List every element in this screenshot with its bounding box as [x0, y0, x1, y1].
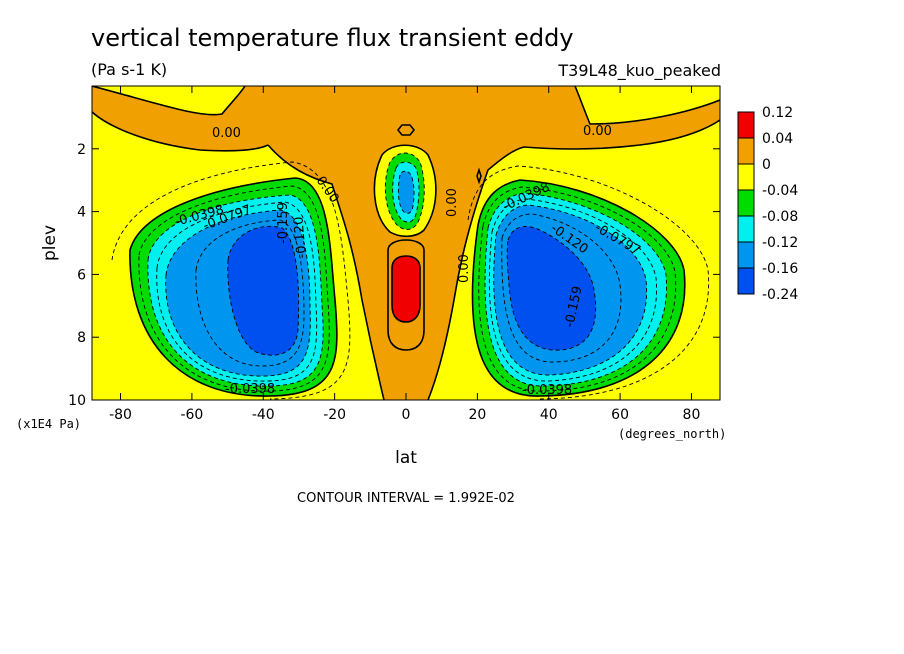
- contour-small-diamond: [476, 167, 482, 185]
- y-unit-label: (x1E4 Pa): [16, 417, 81, 431]
- contour-label: -0.159: [276, 202, 291, 244]
- colorbar-swatch: [737, 111, 755, 139]
- x-unit-label: (degrees_north): [618, 427, 726, 441]
- contour-right-0199: [467, 165, 710, 400]
- x-tick-label: -20: [323, 407, 346, 423]
- fill-blue-right: [507, 226, 596, 351]
- colorbar-swatch: [737, 137, 755, 165]
- contour-right-0598: [478, 186, 677, 392]
- contour-zero-center-left: [267, 144, 385, 400]
- contour-label: 0.00: [212, 126, 241, 141]
- contour-zero-right-top: [574, 86, 720, 125]
- contour-left-0598: [138, 185, 330, 392]
- fill-lightblue-center: [398, 171, 415, 214]
- contour-right-0797: [484, 192, 668, 387]
- x-axis-label: lat: [395, 448, 417, 468]
- contour-right-0398: [471, 179, 686, 397]
- y-tick-label: 2: [77, 142, 86, 158]
- contour-zero-left-top: [92, 86, 246, 116]
- contour-left-0199: [111, 161, 351, 400]
- contour-label: -0.120: [291, 216, 310, 259]
- contour-left-0996: [156, 201, 318, 382]
- x-tick-label: 20: [468, 407, 486, 423]
- contour-label: -0.0398: [522, 383, 572, 398]
- colorbar: 0.12 0.04 0 -0.04 -0.08 -0.12 -0.16 -0.24: [737, 105, 798, 303]
- contour-label: 0.00: [457, 254, 472, 283]
- contour-right-139: [501, 213, 622, 363]
- contour-zero-column: [373, 144, 437, 238]
- contour-center-0598: [392, 161, 420, 223]
- colorbar-label: -0.24: [762, 287, 798, 303]
- x-tick-label: 80: [683, 407, 701, 423]
- contour-interval: CONTOUR INTERVAL = 1.992E-02: [297, 491, 515, 506]
- fill-yellow-top: [92, 86, 245, 115]
- colorbar-swatch: [737, 267, 755, 295]
- chart-title: vertical temperature flux transient eddy: [91, 24, 574, 52]
- colorbar-swatch: [737, 189, 755, 217]
- contour-left-0398: [129, 177, 338, 397]
- fill-yellow-top-right: [575, 86, 720, 124]
- x-tick-label: -60: [180, 407, 203, 423]
- contour-left-0797: [147, 194, 324, 387]
- x-tick-label: 40: [540, 407, 558, 423]
- contour-zero-center-right: [427, 119, 720, 400]
- plot-area: [92, 86, 720, 400]
- fill-red-center: [392, 256, 420, 322]
- contour-small-hex: [396, 124, 416, 136]
- x-tick-label: 60: [611, 407, 629, 423]
- axes: -80 -60 -40 -20 0 20 40 60 80 2 4 6 8 10: [68, 86, 720, 423]
- colorbar-swatch: [737, 241, 755, 269]
- contour-left-159: [227, 225, 300, 356]
- colorbar-label: -0.16: [762, 261, 798, 277]
- contour-label: -0.0398: [225, 382, 275, 397]
- colorbar-label: -0.04: [762, 183, 798, 199]
- y-axis-label: plev: [40, 225, 60, 261]
- contour-left-120: [165, 209, 311, 377]
- colorbar-label: -0.12: [762, 235, 798, 251]
- fill-blue-left: [227, 226, 299, 356]
- units-label: (Pa s-1 K): [91, 60, 167, 79]
- y-tick-label: 8: [77, 330, 86, 346]
- y-tick-label: 4: [77, 205, 86, 221]
- contour-center-0199: [384, 152, 425, 230]
- x-tick-label: -40: [252, 407, 275, 423]
- colorbar-swatch: [737, 215, 755, 243]
- colorbar-swatch: [737, 163, 755, 191]
- contour-label: 0.00: [583, 124, 612, 139]
- colorbar-label: 0.12: [762, 105, 793, 121]
- y-tick-label: 10: [68, 393, 86, 409]
- x-tick-label: 0: [402, 407, 411, 423]
- x-tick-label: -80: [109, 407, 132, 423]
- y-tick-label: 6: [77, 267, 86, 283]
- contour-zero-left: [92, 111, 269, 152]
- contour-right-120: [493, 204, 648, 376]
- contour-label: 0.00: [445, 188, 460, 217]
- colorbar-label: 0: [762, 157, 771, 173]
- contour-red-outline: [391, 255, 421, 323]
- contour-right-0996: [488, 198, 658, 382]
- colorbar-label: 0.04: [762, 131, 793, 147]
- contour-positive-outer: [387, 239, 425, 351]
- colorbar-label: -0.08: [762, 209, 798, 225]
- contour-center-0996: [397, 170, 415, 214]
- run-label: T39L48_kuo_peaked: [557, 61, 721, 81]
